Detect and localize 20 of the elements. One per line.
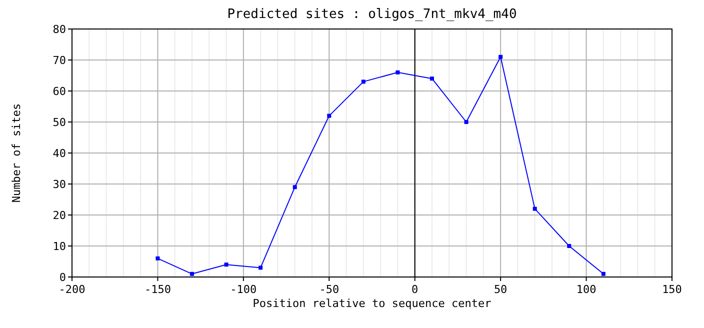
x-tick-label: -100 [230, 283, 257, 296]
x-tick-label: -150 [144, 283, 171, 296]
x-tick-label: -200 [58, 283, 86, 296]
x-tick-label: -50 [319, 283, 340, 296]
y-tick-label: 0 [59, 271, 66, 284]
y-tick-label: 30 [52, 178, 66, 191]
y-tick-label: 70 [52, 54, 66, 67]
chart-title: Predicted sites : oligos_7nt_mkv4_m40 [227, 7, 517, 22]
x-tick-label: 100 [576, 283, 596, 296]
x-tick-label: 0 [412, 283, 418, 296]
y-tick-label: 60 [52, 85, 66, 98]
y-tick-label: 10 [52, 240, 66, 253]
x-tick-label: 50 [494, 283, 508, 296]
y-tick-label: 40 [52, 147, 66, 160]
x-tick-label: 150 [662, 283, 682, 296]
y-tick-label: 80 [52, 23, 66, 36]
y-tick-label: 20 [52, 209, 66, 222]
x-axis-title: Position relative to sequence center [252, 297, 492, 310]
y-tick-label: 50 [52, 116, 66, 129]
y-axis-title: Number of sites [10, 103, 23, 203]
